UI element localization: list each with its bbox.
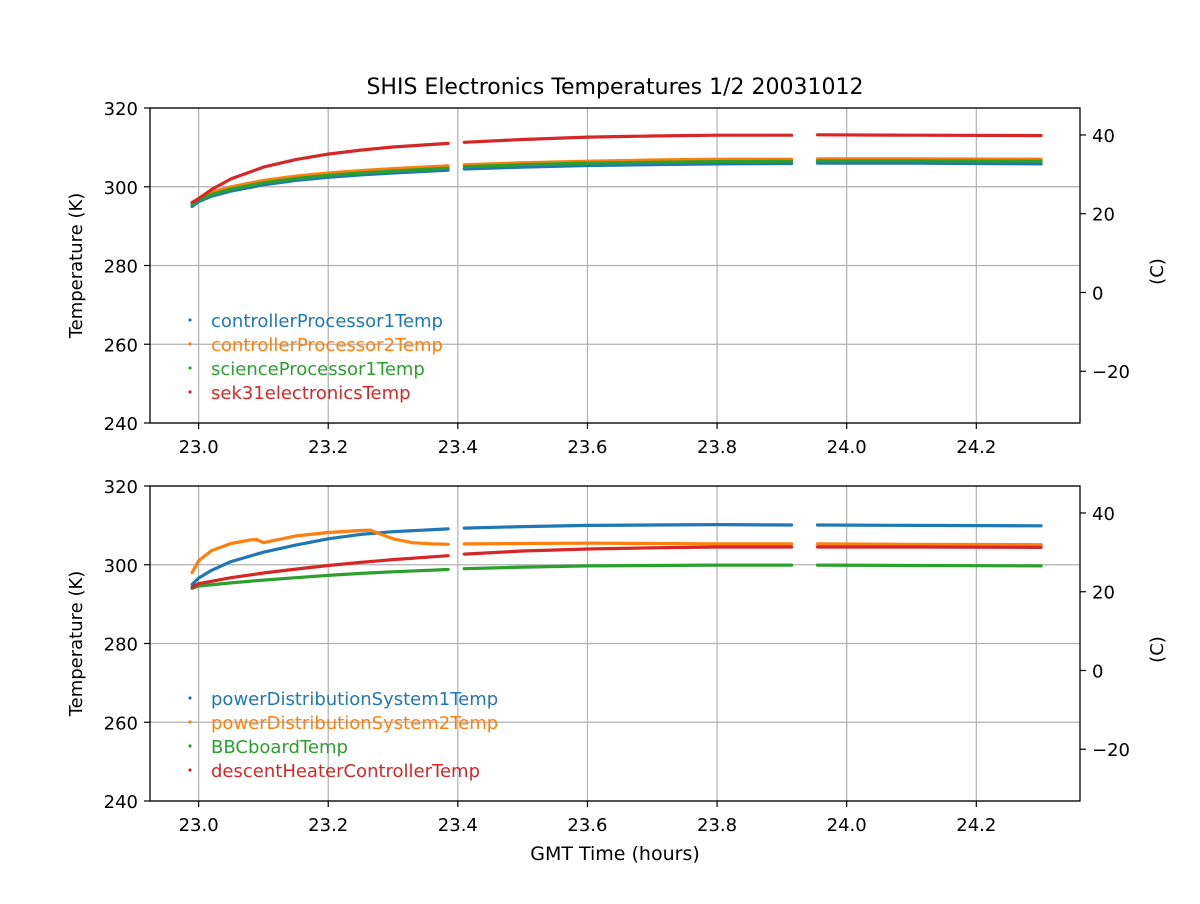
x-tick-label: 23.4 — [438, 437, 478, 458]
x-tick-label: 24.2 — [956, 815, 996, 836]
y-right-tick-label: 0 — [1092, 283, 1103, 304]
x-tick-label: 23.8 — [697, 437, 737, 458]
y-tick-label: 260 — [104, 335, 138, 356]
x-tick-label: 23.0 — [179, 437, 219, 458]
y-right-tick-label: 40 — [1092, 504, 1115, 525]
y-right-tick-label: −20 — [1092, 740, 1130, 761]
legend-label: sek31electronicsTemp — [211, 383, 411, 404]
y-right-tick-label: 40 — [1092, 126, 1115, 147]
figure-title: SHIS Electronics Temperatures 1/2 200310… — [366, 75, 863, 100]
x-tick-label: 23.4 — [438, 815, 478, 836]
legend-label: scienceProcessor1Temp — [211, 359, 425, 380]
y-tick-label: 240 — [104, 792, 138, 813]
legend-marker — [188, 696, 191, 699]
legend-marker — [188, 342, 191, 345]
x-tick-label: 24.0 — [827, 437, 867, 458]
legend-label: controllerProcessor1Temp — [211, 311, 443, 332]
y-tick-label: 300 — [104, 556, 138, 577]
y-axis-label: Temperature (K) — [66, 193, 87, 340]
x-axis-label: GMT Time (hours) — [530, 843, 700, 865]
legend-label: BBCboardTemp — [211, 737, 348, 758]
y-right-tick-label: 0 — [1092, 661, 1103, 682]
x-tick-label: 23.6 — [567, 437, 607, 458]
legend-marker — [188, 366, 191, 369]
y-axis-right-label: (C) — [1147, 258, 1168, 285]
y-right-tick-label: 20 — [1092, 205, 1115, 226]
y-tick-label: 240 — [104, 414, 138, 435]
legend-marker — [188, 318, 191, 321]
legend-label: powerDistributionSystem1Temp — [211, 689, 498, 710]
legend-marker — [188, 768, 191, 771]
series-line-BBCboardTemp — [818, 565, 1042, 566]
x-tick-label: 23.0 — [179, 815, 219, 836]
y-tick-label: 280 — [104, 635, 138, 656]
y-right-tick-label: 20 — [1092, 583, 1115, 604]
legend-marker — [188, 390, 191, 393]
series-line-powerDistributionSystem1Temp — [818, 525, 1042, 526]
legend-marker — [188, 720, 191, 723]
legend-marker — [188, 744, 191, 747]
legend-label: powerDistributionSystem2Temp — [211, 713, 498, 734]
y-tick-label: 320 — [104, 99, 138, 120]
y-axis-right-label: (C) — [1147, 636, 1168, 663]
y-axis-label: Temperature (K) — [66, 571, 87, 718]
legend-label: descentHeaterControllerTemp — [211, 761, 480, 782]
series-line-powerDistributionSystem2Temp — [818, 544, 1042, 545]
x-tick-label: 24.2 — [956, 437, 996, 458]
x-tick-label: 23.8 — [697, 815, 737, 836]
x-tick-label: 23.6 — [567, 815, 607, 836]
x-tick-label: 23.2 — [308, 815, 348, 836]
series-line-sek31electronicsTemp — [818, 135, 1042, 136]
x-tick-label: 23.2 — [308, 437, 348, 458]
legend-label: controllerProcessor2Temp — [211, 335, 443, 356]
y-tick-label: 280 — [104, 257, 138, 278]
series-line-controllerProcessor1Temp — [818, 163, 1042, 164]
y-tick-label: 260 — [104, 713, 138, 734]
y-right-tick-label: −20 — [1092, 362, 1130, 383]
series-line-powerDistributionSystem2Temp — [464, 543, 791, 544]
x-tick-label: 24.0 — [827, 815, 867, 836]
y-tick-label: 300 — [104, 178, 138, 199]
y-tick-label: 320 — [104, 477, 138, 498]
